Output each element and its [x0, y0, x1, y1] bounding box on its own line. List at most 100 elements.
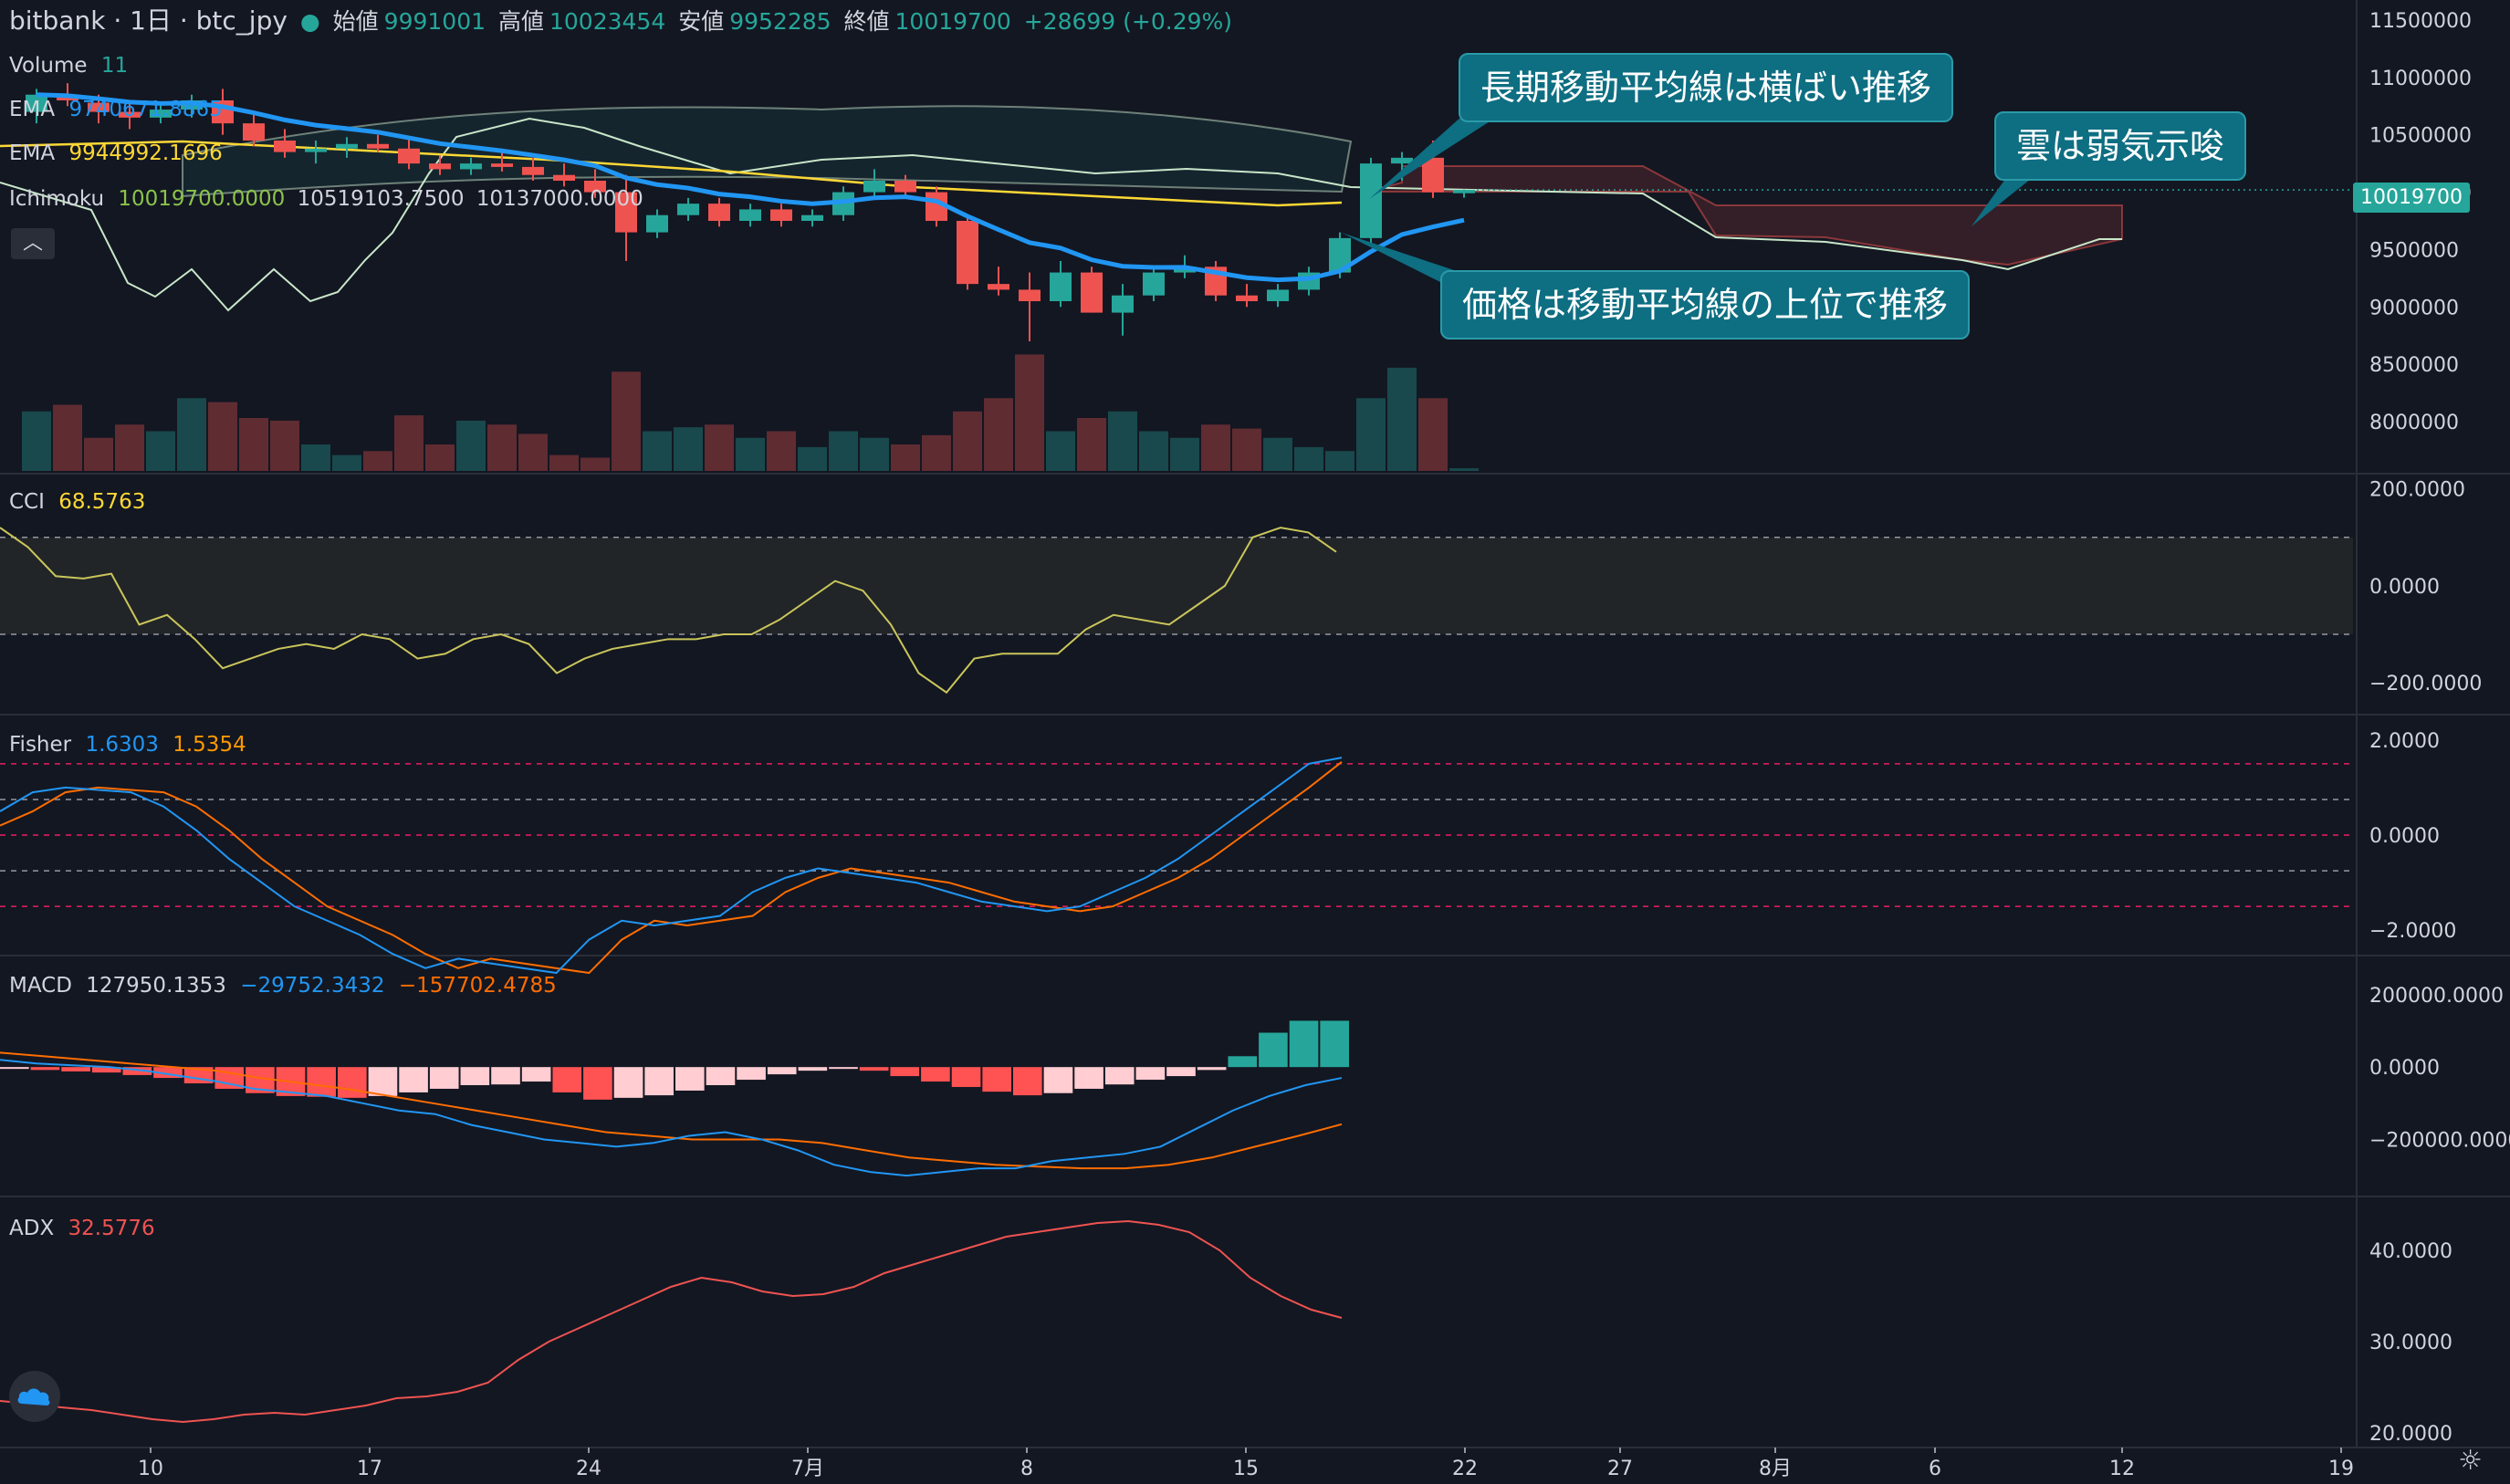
- time-tick-label: 22: [1452, 1458, 1478, 1480]
- high-value: 10023454: [549, 8, 666, 35]
- volume-bar: [301, 444, 330, 471]
- volume-group: [22, 354, 1479, 471]
- candle-body: [1112, 295, 1134, 313]
- low-value: 9952285: [729, 8, 831, 35]
- ema-slow-value: 9944992.1696: [68, 141, 223, 165]
- adx-tick-label: 30.0000: [2369, 1332, 2452, 1354]
- macd-hist-bar: [368, 1067, 398, 1096]
- adx-legend[interactable]: ADX 32.5776: [9, 1216, 155, 1241]
- candle-body: [398, 148, 420, 164]
- ema-fast-legend[interactable]: EMA 9740671.8865: [9, 97, 223, 122]
- volume-bar: [208, 402, 237, 471]
- candle-body: [1174, 266, 1196, 273]
- macd-hist-bar: [1135, 1067, 1166, 1081]
- volume-bar: [456, 420, 486, 471]
- time-tick-label: 10: [138, 1458, 163, 1480]
- volume-bar: [1232, 428, 1261, 471]
- collapse-legend-button[interactable]: ︿: [11, 228, 55, 259]
- macd-hist-bar: [91, 1067, 121, 1073]
- volume-bar: [1263, 437, 1292, 471]
- volume-bar: [177, 398, 206, 471]
- cci-name: CCI: [9, 490, 45, 514]
- time-tick-label: 19: [2328, 1458, 2354, 1480]
- candle-body: [677, 204, 699, 215]
- ichimoku-cloud-past: [182, 105, 1353, 198]
- last-price-tag: 10019700: [2353, 183, 2470, 213]
- macd-tick-label: 200000.0000: [2369, 985, 2504, 1008]
- candle-body: [1050, 272, 1072, 301]
- tradingview-logo[interactable]: [9, 1371, 60, 1422]
- ema-fast-value: 9740671.8865: [68, 98, 223, 121]
- settings-gear-icon[interactable]: ☼: [2458, 1445, 2483, 1477]
- macd-hist-bar: [521, 1067, 551, 1082]
- volume-bar: [860, 437, 889, 471]
- candle-body: [1453, 190, 1475, 193]
- volume-bar: [922, 434, 951, 471]
- macd-hist-bar: [1289, 1020, 1319, 1068]
- volume-bar: [270, 420, 299, 471]
- volume-legend[interactable]: Volume 11: [9, 53, 128, 78]
- fisher-trigger-value: 1.5354: [173, 733, 246, 757]
- macd-hist-bar: [61, 1067, 90, 1071]
- candle-body: [770, 209, 792, 221]
- candle-body: [615, 192, 637, 233]
- macd-hist-bar: [798, 1067, 828, 1071]
- ichimoku-name: Ichimoku: [9, 187, 105, 211]
- ema-slow-legend[interactable]: EMA 9944992.1696: [9, 141, 223, 166]
- macd-hist-bar: [890, 1067, 920, 1077]
- volume-bar: [829, 431, 858, 471]
- price-tick-label: 9500000: [2369, 239, 2459, 262]
- macd-hist-bar: [153, 1067, 183, 1079]
- candle-body: [1143, 272, 1165, 296]
- candles-group: [26, 83, 1475, 341]
- volume-bar: [1387, 367, 1417, 471]
- volume-bar: [580, 457, 610, 471]
- time-tick-label: 6: [1929, 1458, 1941, 1480]
- volume-bar: [487, 424, 517, 471]
- time-tick-label: 8: [1020, 1458, 1033, 1480]
- cci-tick-label: 200.0000: [2369, 479, 2465, 502]
- volume-bar: [1356, 398, 1386, 471]
- volume-bar: [332, 455, 361, 471]
- macd-hist-bar: [1259, 1032, 1288, 1068]
- volume-bar: [767, 431, 796, 471]
- volume-bar: [984, 398, 1013, 471]
- time-tick-label: 27: [1607, 1458, 1633, 1480]
- volume-bar: [425, 444, 455, 471]
- macd-legend[interactable]: MACD 127950.1353 −29752.3432 −157702.478…: [9, 973, 557, 998]
- candle-body: [119, 111, 141, 118]
- macd-line: [0, 1059, 1343, 1177]
- ichimoku-legend[interactable]: Ichimoku 10019700.0000 10519103.7500 101…: [9, 186, 643, 212]
- time-tick-label: 8月: [1759, 1458, 1792, 1480]
- candle-body: [150, 110, 172, 118]
- fisher-legend[interactable]: Fisher 1.6303 1.5354: [9, 732, 246, 758]
- macd-tick-label: −200000.0000: [2369, 1129, 2510, 1152]
- volume-bar: [1139, 431, 1168, 471]
- cci-legend[interactable]: CCI 68.5763: [9, 489, 145, 515]
- volume-bar: [518, 434, 548, 471]
- price-tick-label: 11000000: [2369, 68, 2472, 90]
- macd-signal-value: −157702.4785: [398, 974, 557, 998]
- symbol-label[interactable]: bitbank · 1日 · btc_jpy: [9, 5, 288, 36]
- candle-body: [522, 166, 544, 175]
- candle-body: [646, 214, 668, 233]
- macd-hist-bar: [1074, 1067, 1103, 1089]
- price-tick-label: 10500000: [2369, 125, 2472, 148]
- macd-signal-line: [0, 1051, 1343, 1170]
- candle-body: [305, 148, 327, 152]
- macd-line-value: −29752.3432: [240, 974, 385, 998]
- macd-hist-bar: [706, 1067, 736, 1085]
- price-tick-label: 9000000: [2369, 297, 2459, 319]
- volume-bar: [1325, 451, 1354, 471]
- low-label: 安値: [678, 8, 725, 35]
- volume-bar: [612, 371, 641, 471]
- macd-hist-bar: [1104, 1067, 1135, 1085]
- time-tick-label: 15: [1233, 1458, 1259, 1480]
- candle-body: [1422, 157, 1444, 193]
- volume-value: 11: [100, 54, 129, 78]
- macd-tick-label: 0.0000: [2369, 1057, 2440, 1080]
- open-label: 始値: [332, 8, 379, 35]
- close-label: 終値: [843, 8, 890, 35]
- volume-bar: [891, 444, 920, 471]
- macd-hist-bar: [307, 1067, 336, 1097]
